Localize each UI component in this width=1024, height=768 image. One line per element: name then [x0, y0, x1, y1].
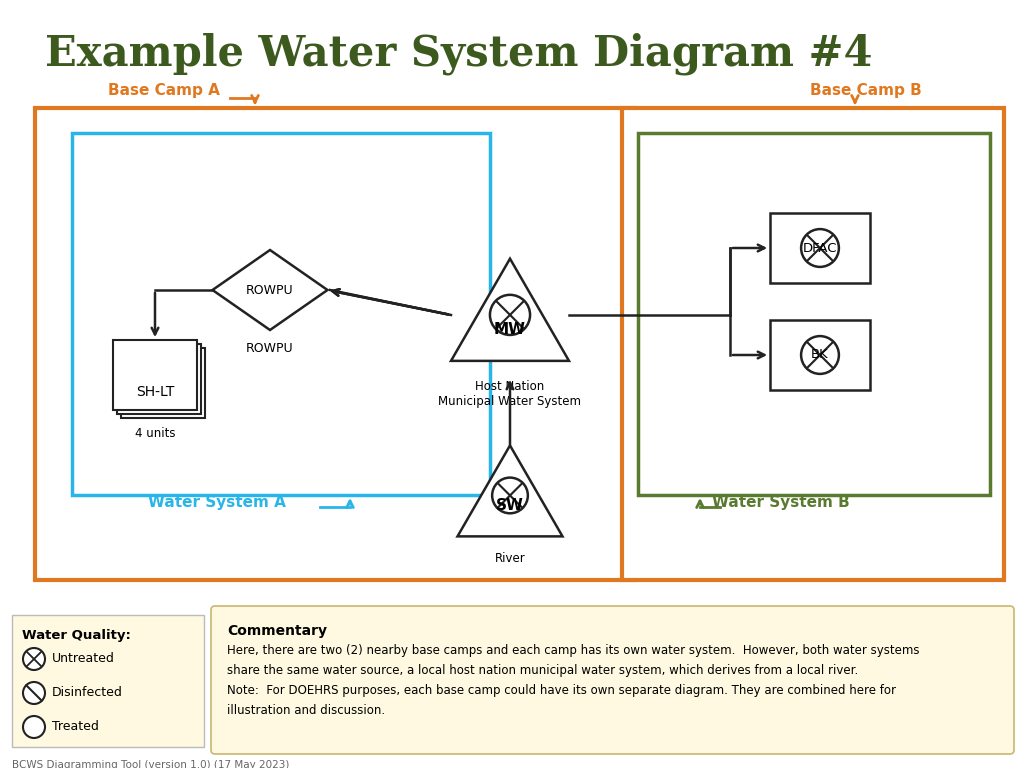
Bar [113, 340, 197, 410]
Bar [35, 108, 635, 580]
Bar [121, 348, 205, 418]
Text: Water System B: Water System B [712, 495, 850, 510]
Bar [117, 344, 201, 414]
Text: MW: MW [494, 323, 526, 337]
Bar [770, 213, 870, 283]
Circle shape [23, 682, 45, 704]
Bar [622, 108, 1004, 580]
FancyBboxPatch shape [211, 606, 1014, 754]
Text: Base Camp A: Base Camp A [108, 83, 220, 98]
Text: Example Water System Diagram #4: Example Water System Diagram #4 [45, 32, 872, 75]
Text: SH-LT: SH-LT [136, 386, 174, 399]
Text: 4 units: 4 units [135, 427, 175, 440]
Circle shape [23, 716, 45, 738]
Text: Here, there are two (2) nearby base camps and each camp has its own water system: Here, there are two (2) nearby base camp… [227, 644, 920, 657]
Circle shape [493, 478, 527, 513]
Text: share the same water source, a local host nation municipal water system, which d: share the same water source, a local hos… [227, 664, 858, 677]
Bar [770, 320, 870, 390]
Text: River: River [495, 552, 525, 565]
Bar [638, 133, 990, 495]
Bar [72, 133, 490, 495]
Text: Water System A: Water System A [148, 495, 286, 510]
Text: BK: BK [811, 349, 828, 362]
Circle shape [801, 336, 839, 374]
Text: illustration and discussion.: illustration and discussion. [227, 704, 385, 717]
Circle shape [489, 295, 530, 335]
Text: Host Nation
Municipal Water System: Host Nation Municipal Water System [438, 380, 582, 408]
Circle shape [23, 648, 45, 670]
Bar [12, 615, 204, 747]
Text: Disinfected: Disinfected [52, 687, 123, 700]
Text: ROWPU: ROWPU [246, 283, 294, 296]
Text: Water Quality:: Water Quality: [22, 629, 131, 642]
Text: Base Camp B: Base Camp B [810, 83, 922, 98]
Text: SW: SW [496, 498, 524, 512]
Text: BCWS Diagramming Tool (version 1.0) (17 May 2023): BCWS Diagramming Tool (version 1.0) (17 … [12, 760, 290, 768]
Text: DFAC: DFAC [803, 241, 838, 254]
Circle shape [801, 229, 839, 267]
Text: Commentary: Commentary [227, 624, 327, 638]
Text: Untreated: Untreated [52, 653, 115, 666]
Text: Note:  For DOEHRS purposes, each base camp could have its own separate diagram. : Note: For DOEHRS purposes, each base cam… [227, 684, 896, 697]
Polygon shape [458, 445, 562, 536]
Polygon shape [213, 250, 328, 330]
Text: ROWPU: ROWPU [246, 342, 294, 355]
Polygon shape [451, 259, 569, 361]
Text: Treated: Treated [52, 720, 99, 733]
